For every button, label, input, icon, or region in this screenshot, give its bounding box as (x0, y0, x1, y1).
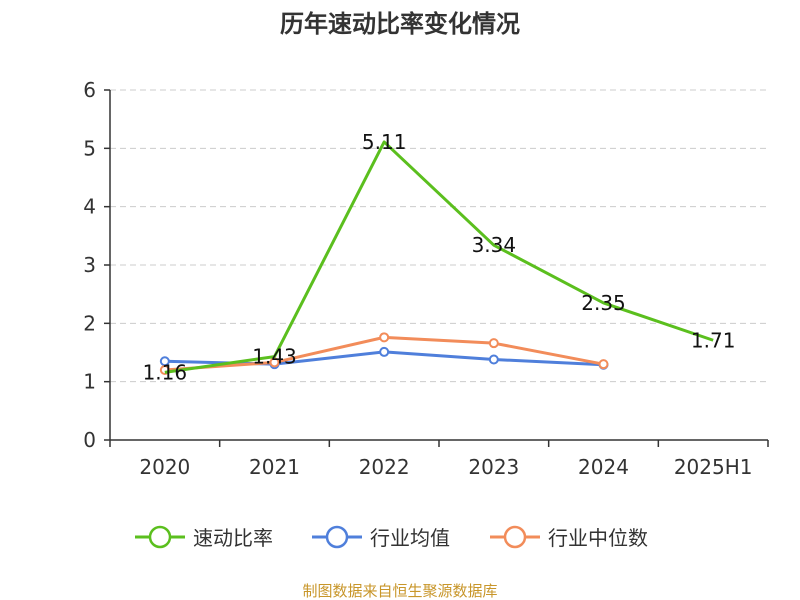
series-point (379, 332, 390, 343)
axes: 0 1 2 3 4 5 6 2020 2021 2022 2023 2024 2025H1 (83, 78, 769, 479)
x-tick-label: 2024 (578, 455, 629, 479)
data-label: 1.16 (143, 360, 188, 384)
y-tick-label: 2 (83, 311, 96, 335)
x-tick-label: 2022 (359, 455, 410, 479)
series-point (269, 357, 280, 368)
x-tick-label: 2025H1 (674, 455, 753, 479)
legend-label: 行业中位数 (548, 526, 648, 550)
legend: 速动比率 行业均值 行业中位数 (135, 525, 648, 550)
x-tick-label: 2021 (249, 455, 300, 479)
data-label: 1.71 (691, 328, 736, 352)
data-labels: 1.16 1.43 5.11 3.34 2.35 1.71 (143, 130, 736, 384)
data-label: 1.43 (252, 345, 297, 369)
y-tick-label: 1 (83, 370, 96, 394)
series-point (379, 346, 390, 357)
legend-item[interactable]: 行业均值 (312, 525, 450, 550)
legend-item[interactable]: 速动比率 (135, 525, 273, 550)
grid (110, 89, 768, 383)
y-tick-label: 5 (83, 136, 96, 160)
chart-title: 历年速动比率变化情况 (280, 10, 520, 38)
data-label: 2.35 (581, 291, 626, 315)
x-tick-label: 2020 (139, 455, 190, 479)
series-line (164, 140, 714, 374)
y-tick-label: 3 (83, 253, 96, 277)
series-layer (159, 140, 714, 375)
source-footer: 制图数据来自恒生聚源数据库 (302, 582, 497, 600)
series-point (598, 359, 609, 370)
legend-label: 行业均值 (370, 526, 450, 550)
data-label: 3.34 (472, 233, 517, 257)
x-tick-label: 2023 (468, 455, 519, 479)
y-tick-label: 6 (83, 78, 96, 102)
series-point (488, 354, 499, 365)
y-tick-label: 0 (83, 428, 96, 452)
legend-marker (503, 525, 527, 549)
legend-marker (325, 525, 349, 549)
legend-item[interactable]: 行业中位数 (490, 525, 648, 550)
legend-label: 速动比率 (193, 526, 273, 550)
y-tick-label: 4 (83, 195, 96, 219)
series-point (488, 338, 499, 349)
legend-marker (148, 525, 172, 549)
data-label: 5.11 (362, 130, 407, 154)
